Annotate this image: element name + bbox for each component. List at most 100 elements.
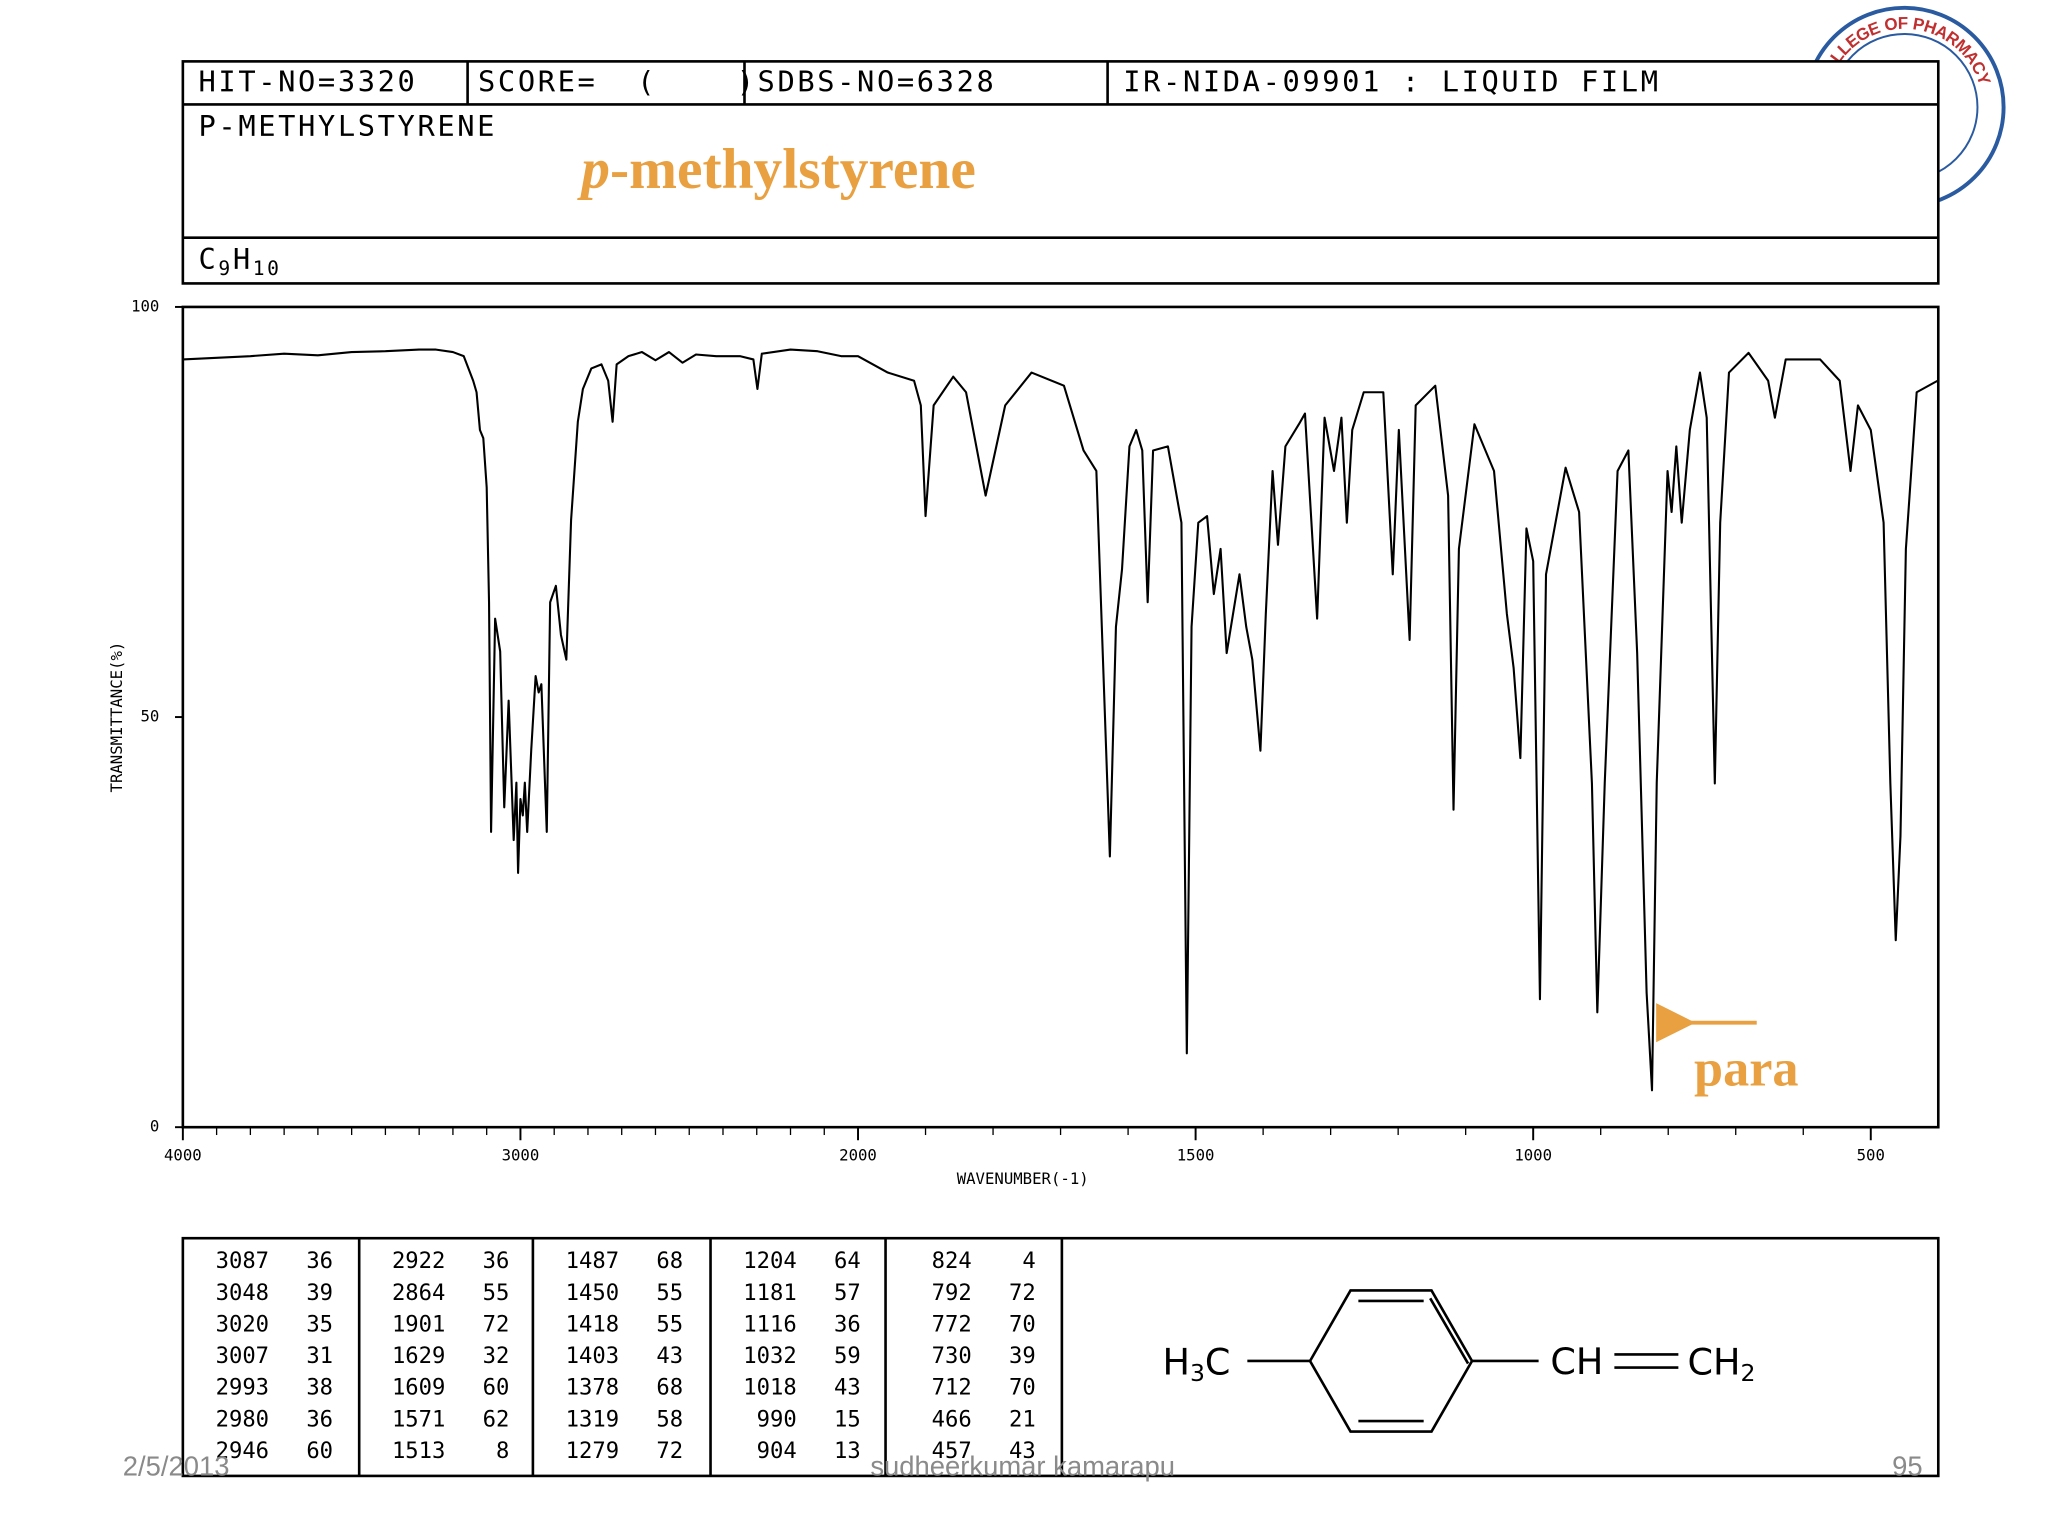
peak-wavenumber: 1629 bbox=[392, 1343, 445, 1369]
peak-wavenumber: 466 bbox=[932, 1406, 972, 1432]
peak-transmittance: 31 bbox=[306, 1343, 333, 1369]
structure-atom: CH bbox=[1688, 1340, 1741, 1383]
peak-wavenumber: 772 bbox=[932, 1311, 972, 1337]
peak-wavenumber: 1378 bbox=[566, 1375, 619, 1401]
formula-subscript: 9 bbox=[218, 257, 232, 280]
peak-transmittance: 4 bbox=[1022, 1248, 1035, 1274]
peak-wavenumber: 1204 bbox=[743, 1248, 796, 1274]
compound-name: P-METHYLSTYRENE bbox=[199, 109, 498, 143]
sdbs-no: SDBS-NO=6328 bbox=[758, 65, 997, 99]
peak-transmittance: 15 bbox=[834, 1406, 861, 1432]
peak-transmittance: 43 bbox=[834, 1375, 861, 1401]
peak-transmittance: 60 bbox=[483, 1375, 510, 1401]
x-tick-label: 500 bbox=[1857, 1145, 1885, 1164]
peak-wavenumber: 457 bbox=[932, 1438, 972, 1464]
peak-transmittance: 72 bbox=[1009, 1280, 1036, 1306]
x-tick-label: 4000 bbox=[164, 1145, 202, 1164]
y-tick-label: 100 bbox=[131, 296, 159, 315]
peak-transmittance: 39 bbox=[306, 1280, 333, 1306]
spectrum-line bbox=[182, 348, 1939, 1092]
peak-transmittance: 60 bbox=[306, 1438, 333, 1464]
peak-transmittance: 72 bbox=[483, 1311, 510, 1337]
peak-transmittance: 55 bbox=[656, 1280, 683, 1306]
header: HIT-NO=3320 SCORE= ( ) SDBS-NO=6328 IR-N… bbox=[181, 60, 1940, 285]
formula-part: C bbox=[199, 242, 219, 276]
peak-transmittance: 43 bbox=[656, 1343, 683, 1369]
peak-transmittance: 68 bbox=[656, 1248, 683, 1274]
peak-wavenumber: 1450 bbox=[566, 1280, 619, 1306]
structure-atom: C bbox=[1205, 1340, 1231, 1383]
formula-subscript: 10 bbox=[253, 257, 282, 280]
footer-author: sudheerkumar kamarapu bbox=[870, 1450, 1175, 1481]
structure-label: H3C bbox=[1162, 1340, 1230, 1386]
peak-wavenumber: 1319 bbox=[566, 1406, 619, 1432]
benzene-ring bbox=[1308, 1289, 1474, 1433]
plot-frame bbox=[181, 305, 1940, 1129]
peak-transmittance: 55 bbox=[483, 1280, 510, 1306]
peak-transmittance: 58 bbox=[656, 1406, 683, 1432]
peak-wavenumber: 712 bbox=[932, 1375, 972, 1401]
peak-transmittance: 43 bbox=[1009, 1438, 1036, 1464]
y-tick-label: 0 bbox=[150, 1117, 159, 1136]
hit-no: HIT-NO=3320 bbox=[199, 65, 418, 99]
y-axis-label: TRANSMITTANCE(%) bbox=[107, 642, 126, 793]
peak-wavenumber: 3007 bbox=[216, 1343, 269, 1369]
peak-wavenumber: 2864 bbox=[392, 1280, 445, 1306]
peak-wavenumber: 1609 bbox=[392, 1375, 445, 1401]
peak-transmittance: 62 bbox=[483, 1406, 510, 1432]
structure-atom: H bbox=[1162, 1340, 1190, 1383]
peak-transmittance: 68 bbox=[656, 1375, 683, 1401]
peak-transmittance: 32 bbox=[483, 1343, 510, 1369]
peak-wavenumber: 3020 bbox=[216, 1311, 269, 1337]
peak-wavenumber: 990 bbox=[757, 1406, 797, 1432]
compound-label-rest: -methylstyrene bbox=[610, 138, 976, 201]
peak-transmittance: 57 bbox=[834, 1280, 861, 1306]
peak-transmittance: 35 bbox=[306, 1311, 333, 1337]
peak-transmittance: 38 bbox=[306, 1375, 333, 1401]
peak-wavenumber: 2946 bbox=[216, 1438, 269, 1464]
peak-wavenumber: 1403 bbox=[566, 1343, 619, 1369]
structure-label: CH bbox=[1550, 1340, 1603, 1383]
formula: C9H10 bbox=[199, 242, 282, 279]
peak-wavenumber: 730 bbox=[932, 1343, 972, 1369]
annotation: para bbox=[1694, 1040, 1798, 1098]
structure-subscript: 3 bbox=[1190, 1359, 1205, 1387]
peak-transmittance: 55 bbox=[656, 1311, 683, 1337]
peak-wavenumber: 1513 bbox=[392, 1438, 445, 1464]
peak-wavenumber: 1571 bbox=[392, 1406, 445, 1432]
peak-transmittance: 39 bbox=[1009, 1343, 1036, 1369]
x-tick-label: 3000 bbox=[502, 1145, 540, 1164]
peak-wavenumber: 3087 bbox=[216, 1248, 269, 1274]
compound-label-prefix: p bbox=[576, 138, 610, 201]
peak-transmittance: 36 bbox=[306, 1406, 333, 1432]
peak-wavenumber: 1116 bbox=[743, 1311, 796, 1337]
peak-wavenumber: 1181 bbox=[743, 1280, 796, 1306]
x-tick-label: 2000 bbox=[839, 1145, 877, 1164]
peak-transmittance: 36 bbox=[834, 1311, 861, 1337]
peak-wavenumber: 2993 bbox=[216, 1375, 269, 1401]
footer-date: 2/5/2013 bbox=[123, 1450, 230, 1481]
x-axis-label: WAVENUMBER(-1) bbox=[957, 1169, 1089, 1188]
peak-transmittance: 72 bbox=[656, 1438, 683, 1464]
peak-wavenumber: 1487 bbox=[566, 1248, 619, 1274]
footer-page: 95 bbox=[1892, 1450, 1922, 1481]
peak-wavenumber: 1418 bbox=[566, 1311, 619, 1337]
y-tick-label: 50 bbox=[140, 707, 159, 726]
structure-label: CH2 bbox=[1688, 1340, 1756, 1386]
peak-transmittance: 21 bbox=[1009, 1406, 1036, 1432]
peak-transmittance: 36 bbox=[483, 1248, 510, 1274]
peak-wavenumber: 3048 bbox=[216, 1280, 269, 1306]
structure-subscript: 2 bbox=[1741, 1359, 1756, 1387]
peak-transmittance: 59 bbox=[834, 1343, 861, 1369]
peak-wavenumber: 1018 bbox=[743, 1375, 796, 1401]
bond bbox=[1429, 1297, 1470, 1365]
peak-wavenumber: 2922 bbox=[392, 1248, 445, 1274]
score: SCORE= ( ) bbox=[478, 65, 757, 99]
header-box bbox=[181, 60, 1940, 285]
peak-wavenumber: 792 bbox=[932, 1280, 972, 1306]
peak-wavenumber: 1901 bbox=[392, 1311, 445, 1337]
x-tick-label: 1000 bbox=[1514, 1145, 1552, 1164]
peak-wavenumber: 824 bbox=[932, 1248, 972, 1274]
